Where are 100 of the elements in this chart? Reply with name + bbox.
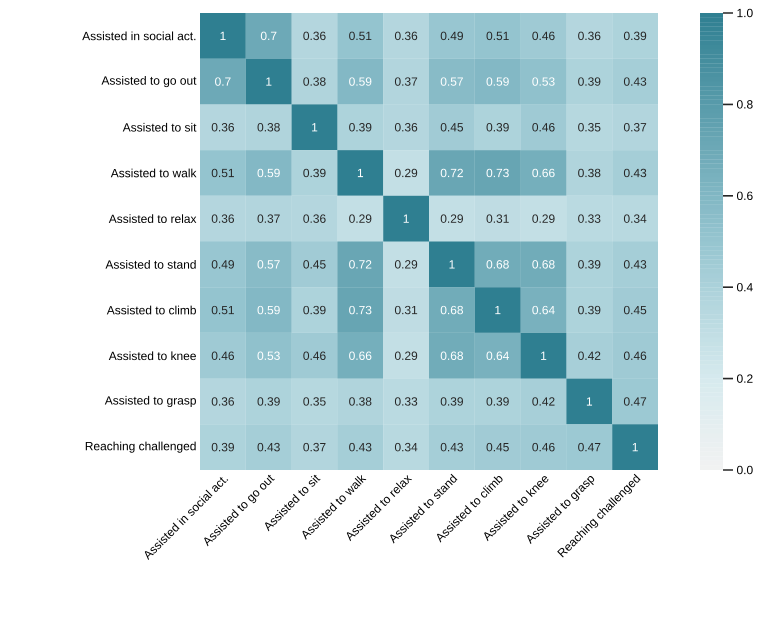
- data-label: 0.36: [303, 32, 326, 40]
- data-label: 0.45: [303, 260, 326, 269]
- y-tick-label: Assisted to go out: [101, 76, 196, 88]
- data-label: 0.43: [258, 442, 280, 452]
- data-label: 0.72: [440, 168, 463, 178]
- data-label: 0.68: [440, 352, 464, 360]
- data-label: 0.59: [258, 306, 280, 314]
- color-bar-label: 1.0: [737, 8, 753, 18]
- data-label: 0.43: [624, 168, 646, 178]
- data-label: 0.49: [440, 32, 463, 40]
- data-label: 0.34: [394, 442, 418, 452]
- color-bar-label: 0.0: [737, 466, 753, 474]
- data-label: 0.39: [624, 32, 646, 40]
- data-label: 0.29: [394, 260, 418, 269]
- data-label: 0.35: [578, 123, 600, 132]
- data-label: 0.43: [624, 77, 646, 86]
- data-label: 0.66: [532, 168, 555, 178]
- data-label: 0.68: [440, 306, 464, 314]
- data-label: 0.36: [578, 32, 600, 40]
- data-label: 0.39: [486, 397, 509, 406]
- data-label: 0.36: [303, 214, 326, 223]
- data-label: 0.73: [486, 168, 509, 178]
- y-tick-label: Assisted to sit: [122, 122, 196, 132]
- data-label: 0.73: [349, 306, 372, 314]
- color-bar-label: 0.2: [737, 374, 753, 383]
- color-bar-label: 0.8: [737, 100, 753, 109]
- data-label: 0.38: [303, 77, 326, 86]
- data-label: 0.49: [212, 260, 234, 269]
- data-label: 0.43: [349, 442, 372, 452]
- data-label: 0.64: [532, 306, 555, 314]
- data-label: 0.47: [624, 397, 646, 406]
- data-label: 0.39: [258, 397, 280, 406]
- data-label: 0.7: [215, 77, 231, 86]
- data-label: 0.57: [440, 77, 463, 86]
- data-label: 1: [495, 306, 500, 314]
- data-label: 0.39: [212, 442, 234, 452]
- data-label: 0.34: [624, 214, 646, 223]
- data-label: 0.38: [578, 168, 600, 178]
- data-label: 0.36: [212, 214, 234, 223]
- data-label: 0.45: [624, 306, 646, 314]
- data-label: 0.39: [486, 123, 509, 132]
- data-label: 0.51: [349, 32, 372, 40]
- data-label: 0.66: [349, 352, 372, 360]
- data-label: 0.59: [486, 77, 509, 86]
- color-bar-label: 0.6: [737, 192, 753, 200]
- data-label: 0.46: [532, 123, 555, 132]
- data-label: 0.7: [260, 32, 276, 40]
- data-label: 0.38: [258, 123, 280, 132]
- data-label: 0.36: [394, 32, 418, 40]
- data-label: 1: [632, 443, 638, 452]
- data-label: 0.47: [578, 442, 600, 452]
- y-tick-label: Assisted to knee: [108, 351, 196, 360]
- data-label: 0.68: [532, 260, 555, 269]
- y-tick-label: Assisted to stand: [105, 260, 196, 269]
- data-label: 1: [586, 397, 592, 406]
- data-label: 0.53: [258, 352, 280, 360]
- data-label: 0.36: [212, 123, 234, 132]
- data-label: 0.29: [440, 214, 463, 223]
- data-label: 0.37: [624, 123, 646, 132]
- y-tick-label: Assisted to climb: [106, 306, 196, 314]
- data-label: 0.45: [486, 442, 509, 452]
- data-label: 0.39: [349, 123, 372, 132]
- color-bar-label: 0.4: [737, 282, 753, 292]
- data-label: 0.42: [578, 352, 600, 360]
- data-label: 0.29: [532, 214, 555, 223]
- data-label: 0.46: [532, 442, 555, 452]
- data-label: 0.39: [578, 77, 600, 86]
- data-label: 0.37: [303, 442, 326, 452]
- data-label: 1: [312, 123, 318, 132]
- data-label: 0.39: [578, 306, 600, 314]
- y-tick-label: Assisted to grasp: [104, 396, 196, 408]
- data-label: 0.36: [212, 397, 234, 406]
- data-label: 0.29: [394, 352, 418, 360]
- data-label: 0.42: [532, 397, 555, 406]
- data-label: 0.51: [212, 306, 234, 314]
- data-label: 1: [541, 352, 546, 360]
- data-label: 0.46: [532, 32, 555, 40]
- data-label: 0.37: [394, 77, 418, 86]
- y-tick-label: Assisted to walk: [110, 168, 196, 178]
- data-label: 0.59: [349, 77, 372, 86]
- data-label: 1: [358, 168, 364, 178]
- data-label: 0.45: [440, 123, 464, 132]
- y-tick-label: Reaching challenged: [86, 442, 196, 453]
- data-label: 0.35: [303, 397, 326, 406]
- y-tick-label: Assisted in social act.: [82, 31, 196, 40]
- data-label: 0.33: [394, 397, 418, 406]
- data-label: 0.38: [349, 397, 372, 406]
- data-label: 0.72: [349, 260, 372, 269]
- data-label: 0.39: [303, 306, 326, 314]
- data-label: 0.37: [258, 214, 280, 223]
- data-label: 0.51: [212, 168, 234, 178]
- data-label: 0.64: [486, 352, 509, 360]
- data-label: 0.43: [440, 442, 464, 452]
- data-label: 0.33: [578, 214, 600, 223]
- data-label: 0.43: [624, 260, 646, 269]
- data-label: 0.31: [394, 306, 418, 314]
- data-label: 0.68: [486, 260, 509, 269]
- data-label: 0.51: [486, 32, 509, 40]
- data-label: 0.29: [349, 214, 372, 223]
- data-label: 1: [404, 214, 409, 223]
